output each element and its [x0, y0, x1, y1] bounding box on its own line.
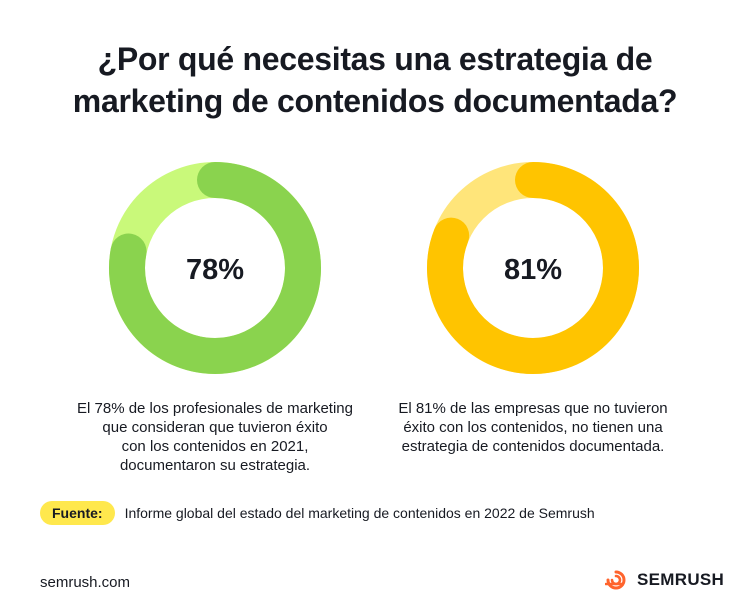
brand-name: SEMRUSH [637, 570, 725, 589]
description-line: que consideran que tuvieron éxito [102, 419, 328, 436]
semrush-flame-icon [605, 570, 626, 590]
donut-left-value-arc [109, 162, 321, 374]
donut-right-description: El 81% de las empresas que no tuvieron é… [373, 399, 693, 456]
title-line-1: ¿Por qué necesitas una estrategia de [97, 41, 653, 77]
description-line: estrategia de contenidos documentada. [401, 438, 665, 455]
donut-chart-left: 78% [109, 162, 321, 374]
source-note: Fuente: Informe global del estado del ma… [40, 501, 595, 525]
donut-right-value-arc [427, 162, 639, 374]
donut-chart-right: 81% [427, 162, 639, 374]
chart-title: ¿Por qué necesitas una estrategia de mar… [0, 38, 750, 122]
description-line: con los contenidos en 2021, [121, 438, 309, 455]
donut-right-label: 81% [504, 254, 562, 286]
title-line-2: marketing de contenidos documentada? [72, 83, 678, 119]
description-line: éxito con los contenidos, no tienen una [403, 419, 663, 436]
footer-site-link[interactable]: semrush.com [40, 574, 131, 591]
description-line: El 81% de las empresas que no tuvieron [398, 400, 668, 417]
source-badge: Fuente: [40, 501, 115, 525]
donut-left-description: El 78% de los profesionales de marketing… [55, 399, 375, 475]
semrush-logo[interactable]: SEMRUSH [605, 570, 724, 590]
description-line: documentaron su estrategia. [119, 457, 311, 474]
donut-left-label: 78% [186, 254, 244, 286]
source-text: Informe global del estado del marketing … [124, 505, 595, 521]
description-line: El 78% de los profesionales de marketing [77, 400, 353, 417]
